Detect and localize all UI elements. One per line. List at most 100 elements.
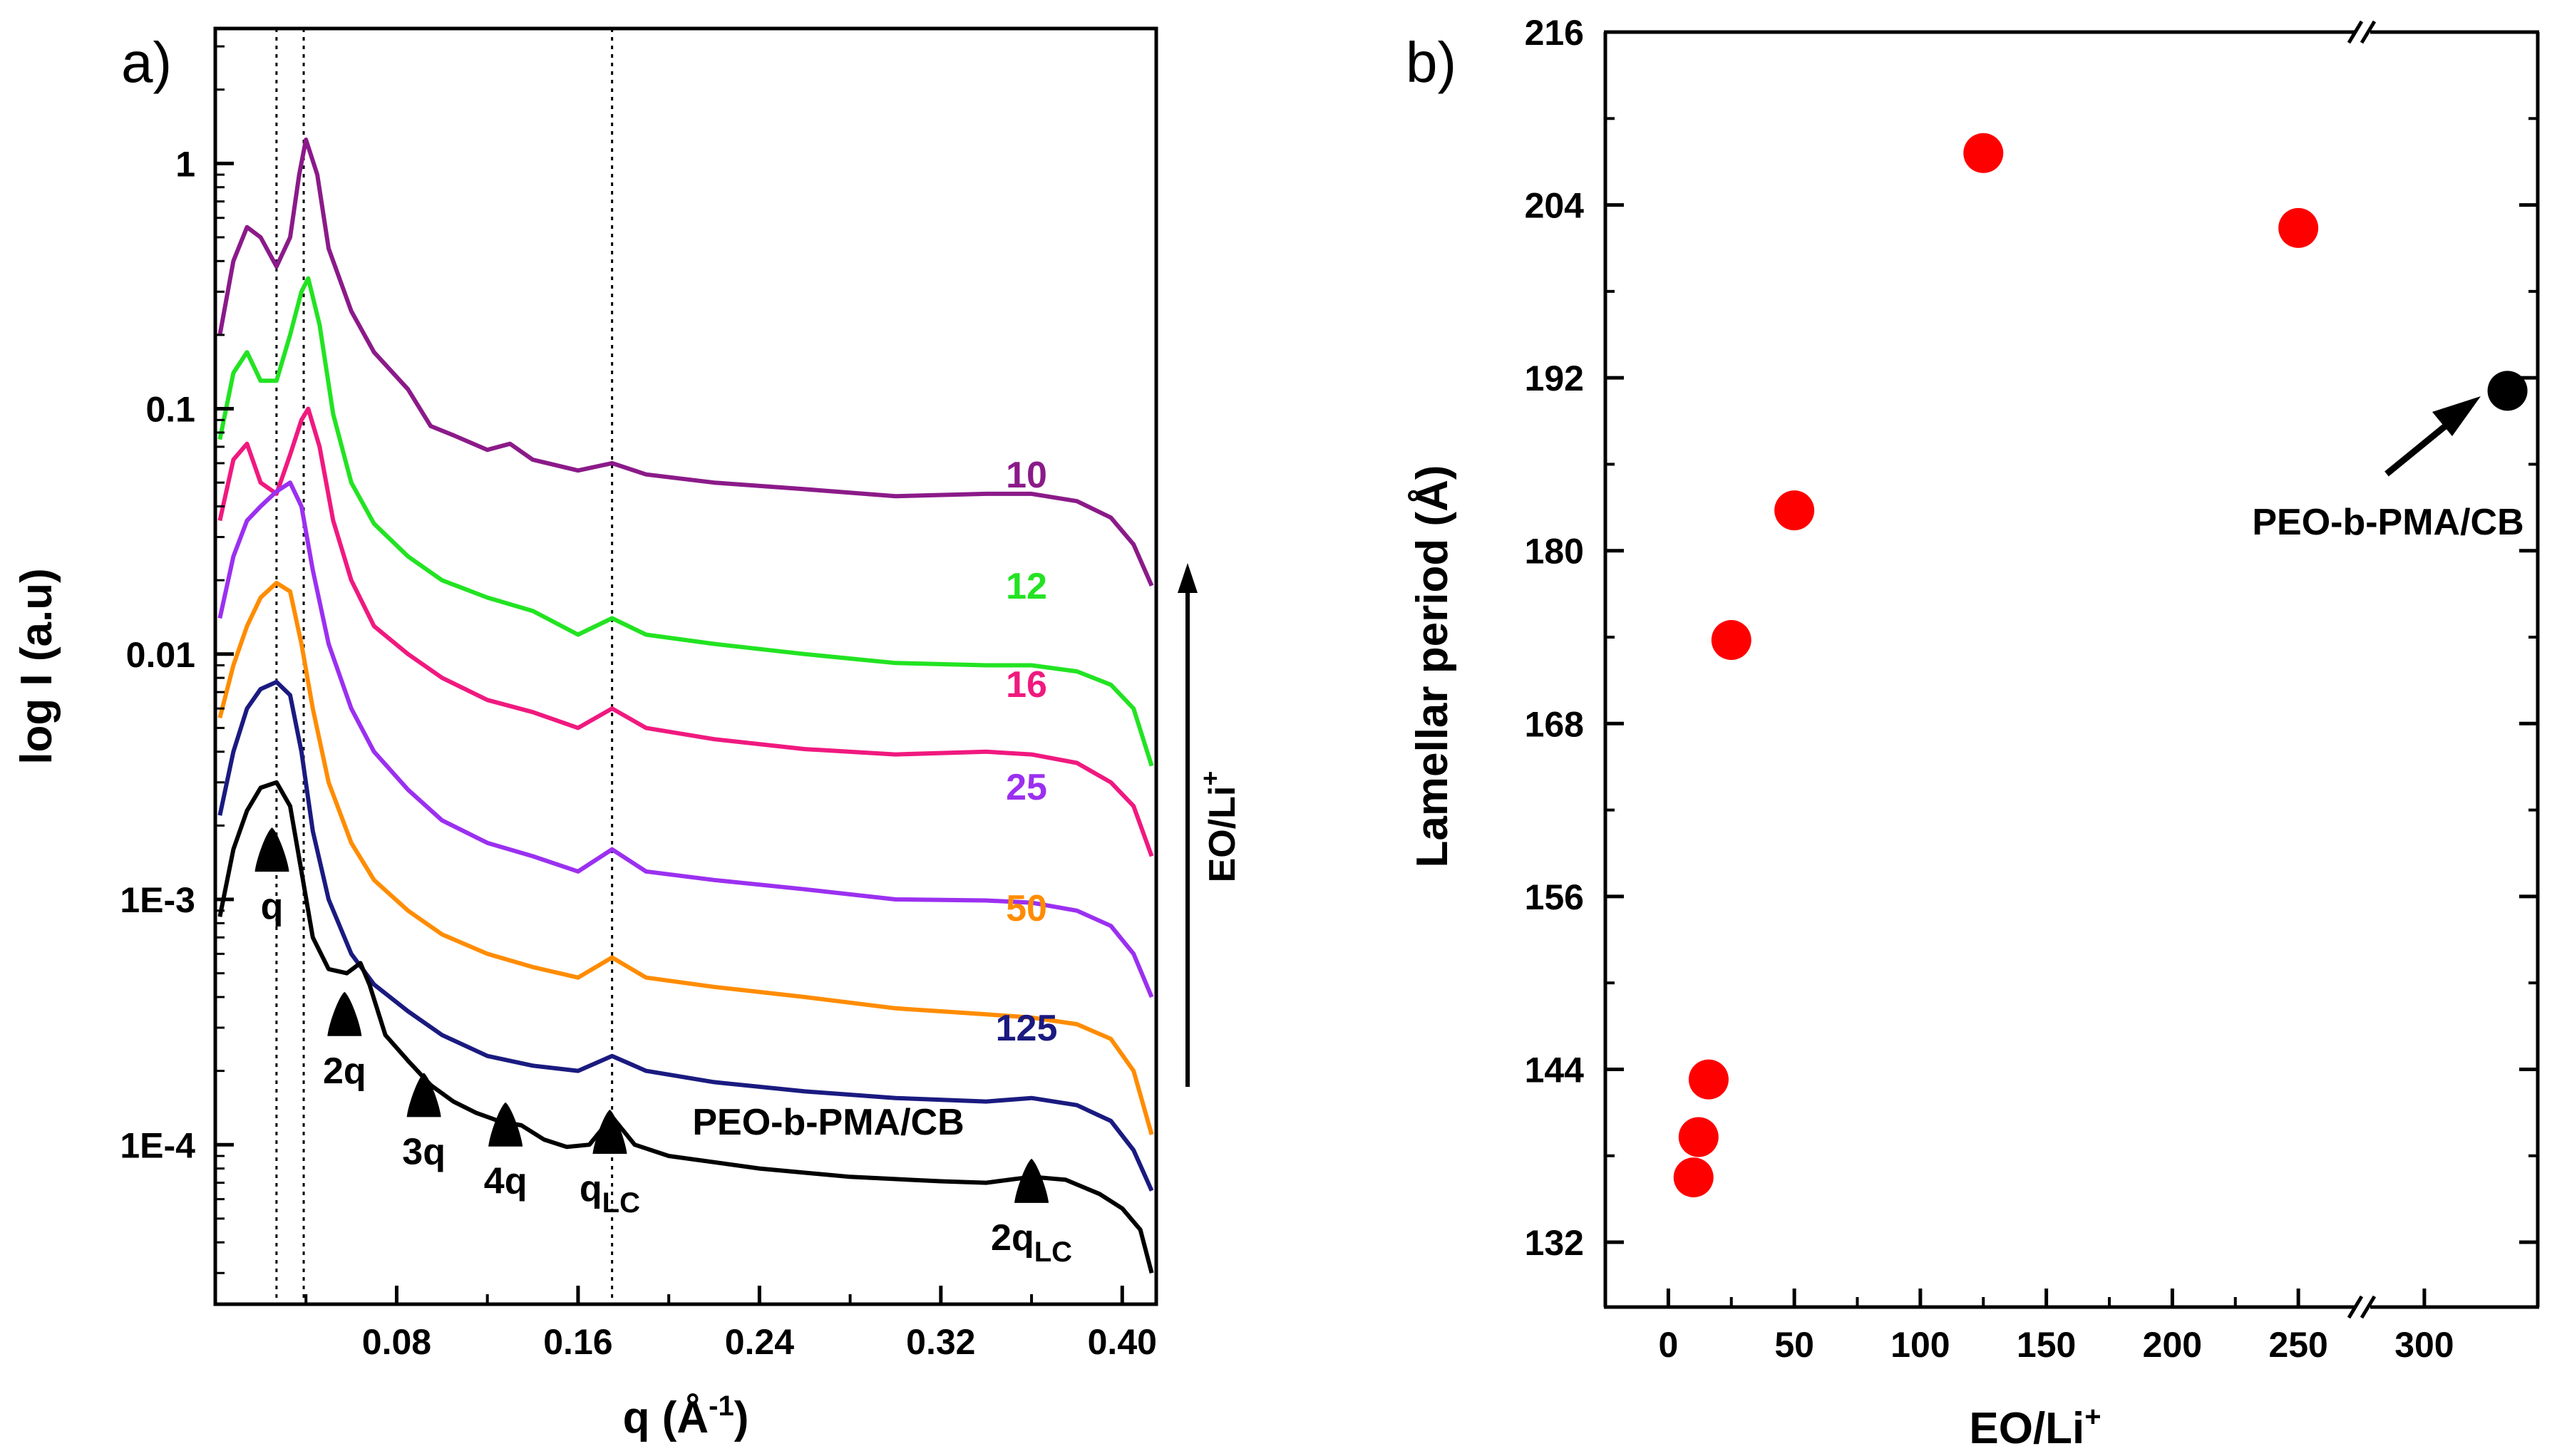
x-tick-label-4: 0.32 <box>906 1322 975 1362</box>
reference-lines <box>275 29 614 1304</box>
series-line-4 <box>217 480 1154 998</box>
panel-a-line-chart: a) 0.08 0.16 0.24 0.32 0.40 1 0.1 0.01 1E-3 1E-4… <box>12 26 1243 1442</box>
x-tick-label-6: 250 <box>2268 1325 2327 1365</box>
peak-marker-3 <box>406 1073 441 1117</box>
x-tick-label-4: 150 <box>2017 1325 2076 1365</box>
series-label-16: 16 <box>1006 664 1047 706</box>
x-axis-ticks: 0.08 0.16 0.24 0.32 0.40 <box>304 1286 1157 1362</box>
series-line-6 <box>217 679 1154 1192</box>
y-axis-ticks: 132 144 156 168 180 192 204 216 <box>1525 13 2538 1263</box>
y-tick-label-5: 1E-4 <box>120 1125 195 1165</box>
y-axis-title: Lamellar period (Å) <box>1408 465 1457 868</box>
x-tick-label-5: 200 <box>2143 1325 2202 1365</box>
data-point-eo-li-5 <box>1774 490 1815 531</box>
x-axis-title-sup: + <box>2084 1401 2101 1432</box>
x-axis-title-close: ) <box>734 1393 749 1442</box>
panel-b-label: b) <box>1406 31 1456 94</box>
peo-annotation-label: PEO-b-PMA/CB <box>2252 502 2523 543</box>
peak-label-3: 3q <box>402 1131 446 1172</box>
x-axis-title-main: EO/Li <box>1969 1404 2084 1453</box>
x-axis-title: q (Å-1) <box>623 1390 749 1442</box>
y-tick-label-7: 204 <box>1525 186 1585 226</box>
y-axis-ticks: 1 0.1 0.01 1E-3 1E-4 <box>120 45 234 1274</box>
peak-marker-1 <box>254 827 289 872</box>
y-tick-label-8: 216 <box>1525 13 1584 53</box>
series-line-1 <box>217 138 1154 587</box>
peak-label-main: 2q <box>991 1217 1034 1259</box>
y-tick-label-1: 132 <box>1525 1223 1584 1263</box>
y-tick-label-3: 0.01 <box>126 635 195 675</box>
peak-label-sub: LC <box>1034 1236 1072 1268</box>
y-tick-label-2: 144 <box>1525 1050 1585 1090</box>
peak-label-main: 2q <box>323 1050 366 1092</box>
peak-marker-4 <box>488 1102 523 1147</box>
data-point-peo-b-pma-cb-1 <box>2487 371 2528 411</box>
x-tick-label-7: 300 <box>2394 1325 2454 1365</box>
scatter-points <box>1673 133 2528 1198</box>
series-label-50: 50 <box>1006 888 1047 929</box>
y-tick-label-3: 156 <box>1525 877 1584 917</box>
y-tick-label-4: 168 <box>1525 704 1584 744</box>
x-tick-label-5: 0.40 <box>1088 1322 1157 1362</box>
x-axis-title-sup: -1 <box>709 1390 734 1422</box>
axis-break-bottom-icon <box>2347 1295 2377 1319</box>
peo-annotation-arrow-shaft <box>2384 420 2451 477</box>
peo-annotation: PEO-b-PMA/CB <box>2252 396 2524 543</box>
peak-label-1: q <box>261 886 284 927</box>
data-point-eo-li-1 <box>1673 1157 1714 1198</box>
y-axis-title: log I (a.u) <box>12 568 61 765</box>
x-axis-ticks: 0 50 100 150 200 250 300 <box>1658 1289 2454 1365</box>
y-tick-label-6: 192 <box>1525 358 1584 398</box>
series-line-5 <box>217 580 1154 1135</box>
peak-marker-5 <box>592 1110 627 1155</box>
eo-li-arrow-label-main: EO/Li <box>1202 786 1243 883</box>
panel-b-scatter-chart: b) 0 50 100 150 200 250 300 132 144 156 168 180 192… <box>1406 13 2540 1453</box>
x-tick-label-1: 0 <box>1658 1325 1678 1365</box>
panel-a-label: a) <box>121 31 172 94</box>
peak-label-main: q <box>261 886 284 927</box>
y-tick-label-5: 180 <box>1525 532 1584 572</box>
peak-label-main: q <box>580 1168 602 1209</box>
saxs-curves <box>217 138 1154 1274</box>
panel-b-plot-frame <box>1603 20 2540 1319</box>
series-label-10: 10 <box>1006 455 1047 496</box>
eo-li-arrow-head <box>1178 563 1198 593</box>
series-label-125: 125 <box>996 1008 1058 1049</box>
data-point-eo-li-7 <box>2278 207 2319 248</box>
peak-marker-2 <box>327 991 362 1036</box>
series-labels: 10 12 16 25 50 125 PEO-b-PMA/CB <box>692 455 1057 1143</box>
axis-break-top-icon <box>2347 20 2377 44</box>
peak-label-main: 3q <box>402 1131 446 1172</box>
peak-label-2: 2q <box>323 1050 366 1092</box>
peak-label-sub: LC <box>602 1187 640 1219</box>
eo-li-arrow: EO/Li+ <box>1178 563 1243 1087</box>
y-tick-label-4: 1E-3 <box>120 880 195 920</box>
x-axis-title-main: q (Å <box>623 1393 709 1442</box>
data-point-eo-li-6 <box>1963 133 2004 173</box>
peak-marker-6 <box>1014 1158 1049 1203</box>
eo-li-arrow-label-sup: + <box>1195 771 1225 786</box>
peak-label-4: 4q <box>484 1161 528 1202</box>
peak-label-main: 4q <box>484 1161 528 1202</box>
series-label-25: 25 <box>1006 767 1047 808</box>
peak-label-5: qLC <box>580 1168 640 1219</box>
series-line-3 <box>217 406 1154 857</box>
x-tick-label-3: 100 <box>1890 1325 1950 1365</box>
data-point-eo-li-4 <box>1711 620 1751 661</box>
series-line-2 <box>217 276 1154 767</box>
series-label-peo-b-pma-cb: PEO-b-PMA/CB <box>692 1102 964 1143</box>
x-axis-title: EO/Li+ <box>1969 1401 2101 1453</box>
peak-label-6: 2qLC <box>991 1217 1072 1268</box>
series-label-12: 12 <box>1006 566 1047 607</box>
y-tick-label-1: 1 <box>175 144 195 184</box>
data-point-eo-li-2 <box>1678 1117 1719 1157</box>
x-tick-label-2: 0.16 <box>543 1322 612 1362</box>
eo-li-arrow-label: EO/Li+ <box>1195 771 1243 883</box>
x-tick-label-1: 0.08 <box>362 1322 431 1362</box>
peo-annotation-arrow-head <box>2432 396 2481 436</box>
data-point-eo-li-3 <box>1688 1059 1729 1100</box>
x-tick-label-2: 50 <box>1774 1325 1814 1365</box>
x-tick-label-3: 0.24 <box>725 1322 795 1362</box>
